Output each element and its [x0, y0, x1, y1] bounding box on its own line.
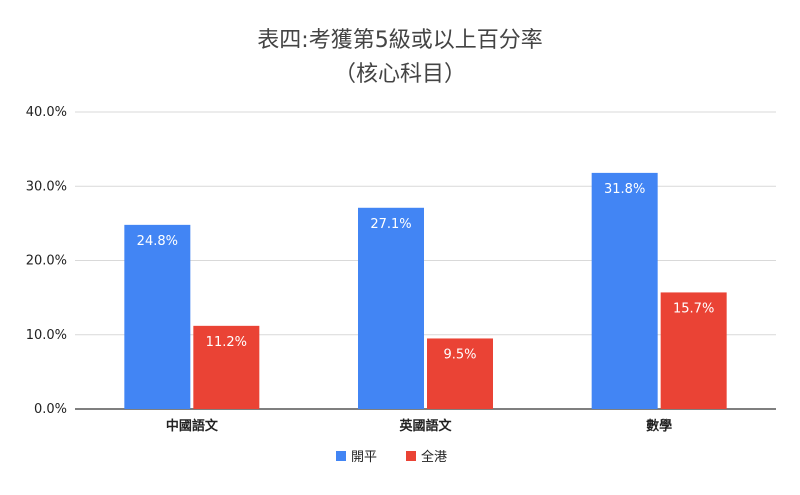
bar[interactable] [427, 338, 493, 409]
bar[interactable] [193, 325, 260, 409]
legend-label: 開平 [351, 450, 377, 465]
chart-subtitle: （核心科目） [333, 62, 466, 87]
y-tick-label: 30.0% [26, 179, 67, 194]
legend-label: 全港 [421, 449, 447, 465]
y-tick-label: 0.0% [34, 402, 67, 417]
legend-swatch [336, 451, 346, 461]
bar-data-label: 15.7% [673, 301, 714, 316]
bar[interactable] [124, 224, 191, 409]
bar-data-label: 9.5% [443, 347, 476, 362]
bar[interactable] [358, 207, 424, 409]
x-category-label: 英國語文 [398, 418, 452, 434]
bar-data-label: 31.8% [604, 182, 645, 197]
bar[interactable] [660, 292, 727, 409]
bar-data-label: 27.1% [370, 217, 411, 232]
bar-data-label: 24.8% [137, 234, 178, 249]
bar-data-label: 11.2% [206, 335, 247, 350]
x-category-label: 數學 [646, 418, 672, 434]
y-tick-label: 20.0% [26, 254, 67, 269]
x-category-label: 中國語文 [166, 418, 219, 434]
legend-swatch [406, 451, 416, 461]
chart-title-block: 表四:考獲第5級或以上百分率 （核心科目） [0, 24, 800, 92]
y-tick-label: 10.0% [26, 328, 67, 343]
chart-title: 表四:考獲第5級或以上百分率 [257, 28, 543, 53]
bar[interactable] [591, 172, 658, 409]
y-tick-label: 40.0% [26, 105, 67, 120]
